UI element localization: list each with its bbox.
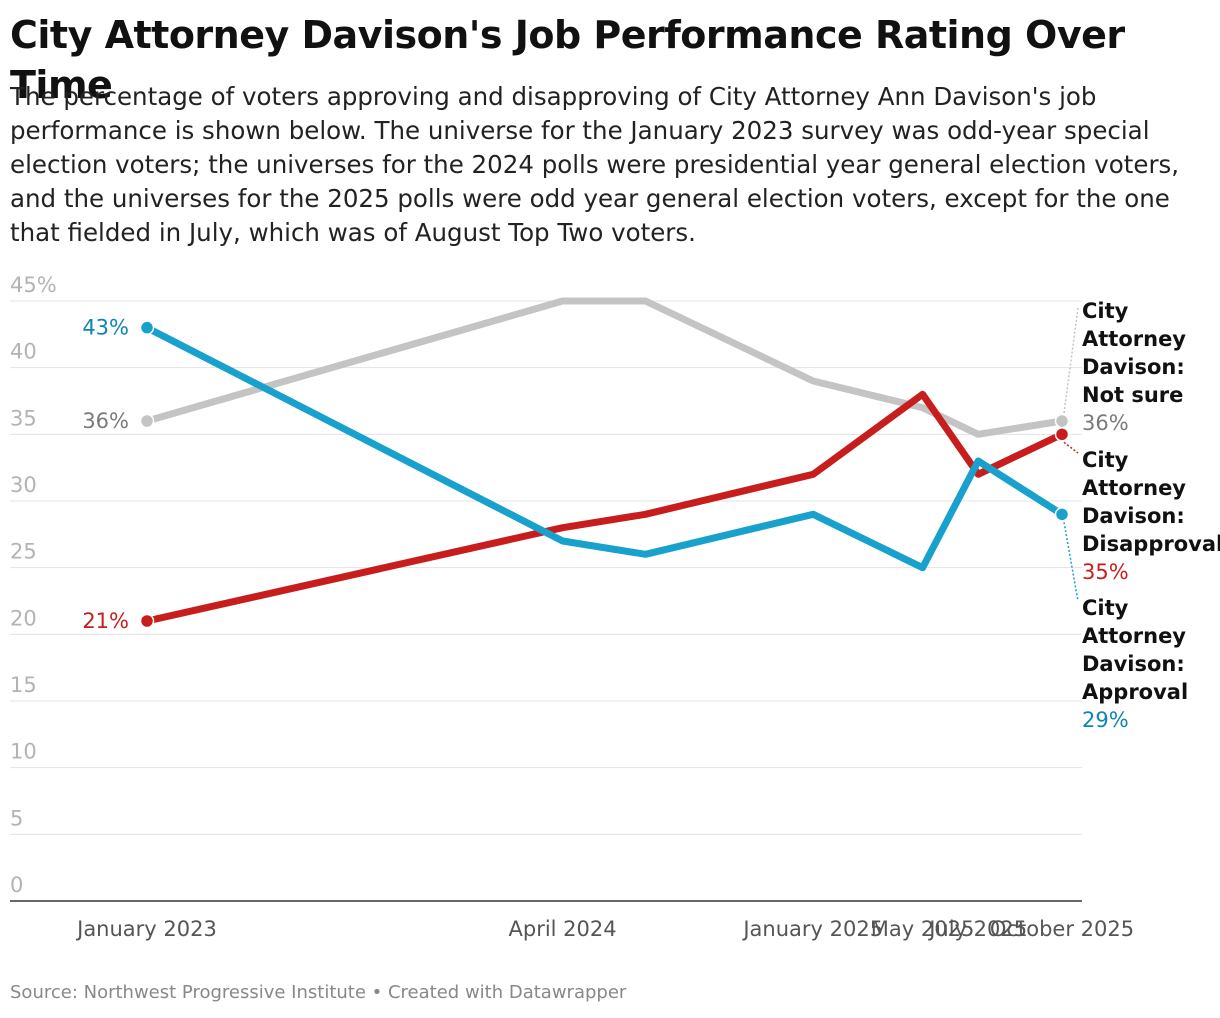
- end-value-label: 36%: [1082, 411, 1129, 435]
- y-tick-label: 0: [10, 873, 23, 897]
- series-line-0: [143, 297, 1066, 438]
- y-axis-ticks: 0 5 10 15 20 25 30 35 40 45%: [10, 273, 57, 897]
- series-endpoint: [1054, 413, 1070, 429]
- series-endpoint: [1054, 507, 1070, 522]
- series-endpoint: [139, 413, 155, 429]
- x-tick-label: January 2025: [741, 917, 883, 941]
- series-endpoint: [1054, 427, 1070, 442]
- y-tick-label: 20: [10, 606, 37, 630]
- series-name-label: Attorney: [1082, 327, 1186, 351]
- series-name-label: Disapproval: [1082, 532, 1220, 556]
- series-name-label: City: [1082, 299, 1129, 323]
- leader-line: [1063, 522, 1079, 602]
- y-tick-label: 30: [10, 473, 37, 497]
- series-name-label: City: [1082, 448, 1129, 472]
- series-line-1: [143, 390, 1066, 625]
- series-name-label: Not sure: [1082, 383, 1183, 407]
- line-chart: 0 5 10 15 20 25 30 35 40 45% January 2023 April 20…: [10, 273, 1220, 941]
- series-name-label: Davison:: [1082, 504, 1185, 528]
- y-tick-label: 5: [10, 806, 23, 830]
- y-tick-label: 10: [10, 740, 37, 764]
- leader-line: [1063, 441, 1079, 454]
- x-tick-label: May 2025: [871, 917, 975, 941]
- start-value-label: 21%: [82, 609, 129, 633]
- x-tick-label: October 2025: [990, 917, 1134, 941]
- leader-line: [1063, 307, 1079, 414]
- end-value-label: 29%: [1082, 708, 1129, 732]
- series-name-label: Attorney: [1082, 476, 1186, 500]
- series-name-label: Davison:: [1082, 355, 1185, 379]
- x-tick-label: April 2024: [509, 917, 617, 941]
- series-labels: 36% 21% 43% City Attorney Davison: Not sure 36%…: [82, 299, 1220, 732]
- y-tick-label: 15: [10, 673, 37, 697]
- y-tick-label: 35: [10, 406, 37, 430]
- series-endpoint: [139, 320, 155, 335]
- series-line-2: [143, 324, 1066, 572]
- x-tick-label: July 2025: [927, 917, 1027, 941]
- series-name-label: Davison:: [1082, 652, 1185, 676]
- source-credit: Source: Northwest Progressive Institute …: [10, 982, 627, 1003]
- start-value-label: 36%: [82, 409, 129, 433]
- series-name-label: Approval: [1082, 680, 1188, 704]
- y-tick-label: 25: [10, 540, 37, 564]
- series-endpoint: [139, 613, 155, 629]
- y-tick-label: 45%: [10, 273, 57, 297]
- y-tick-label: 40: [10, 340, 37, 364]
- end-value-label: 35%: [1082, 560, 1129, 584]
- chart-title: City Attorney Davison's Job Performance …: [10, 13, 1125, 107]
- series-lines: [139, 297, 1070, 629]
- start-value-label: 43%: [82, 316, 129, 340]
- series-name-label: Attorney: [1082, 624, 1186, 648]
- x-tick-label: January 2023: [75, 917, 217, 941]
- chart-subtitle: The percentage of voters approving and d…: [10, 82, 1180, 247]
- series-name-label: City: [1082, 596, 1129, 620]
- gridlines: [10, 300, 1082, 902]
